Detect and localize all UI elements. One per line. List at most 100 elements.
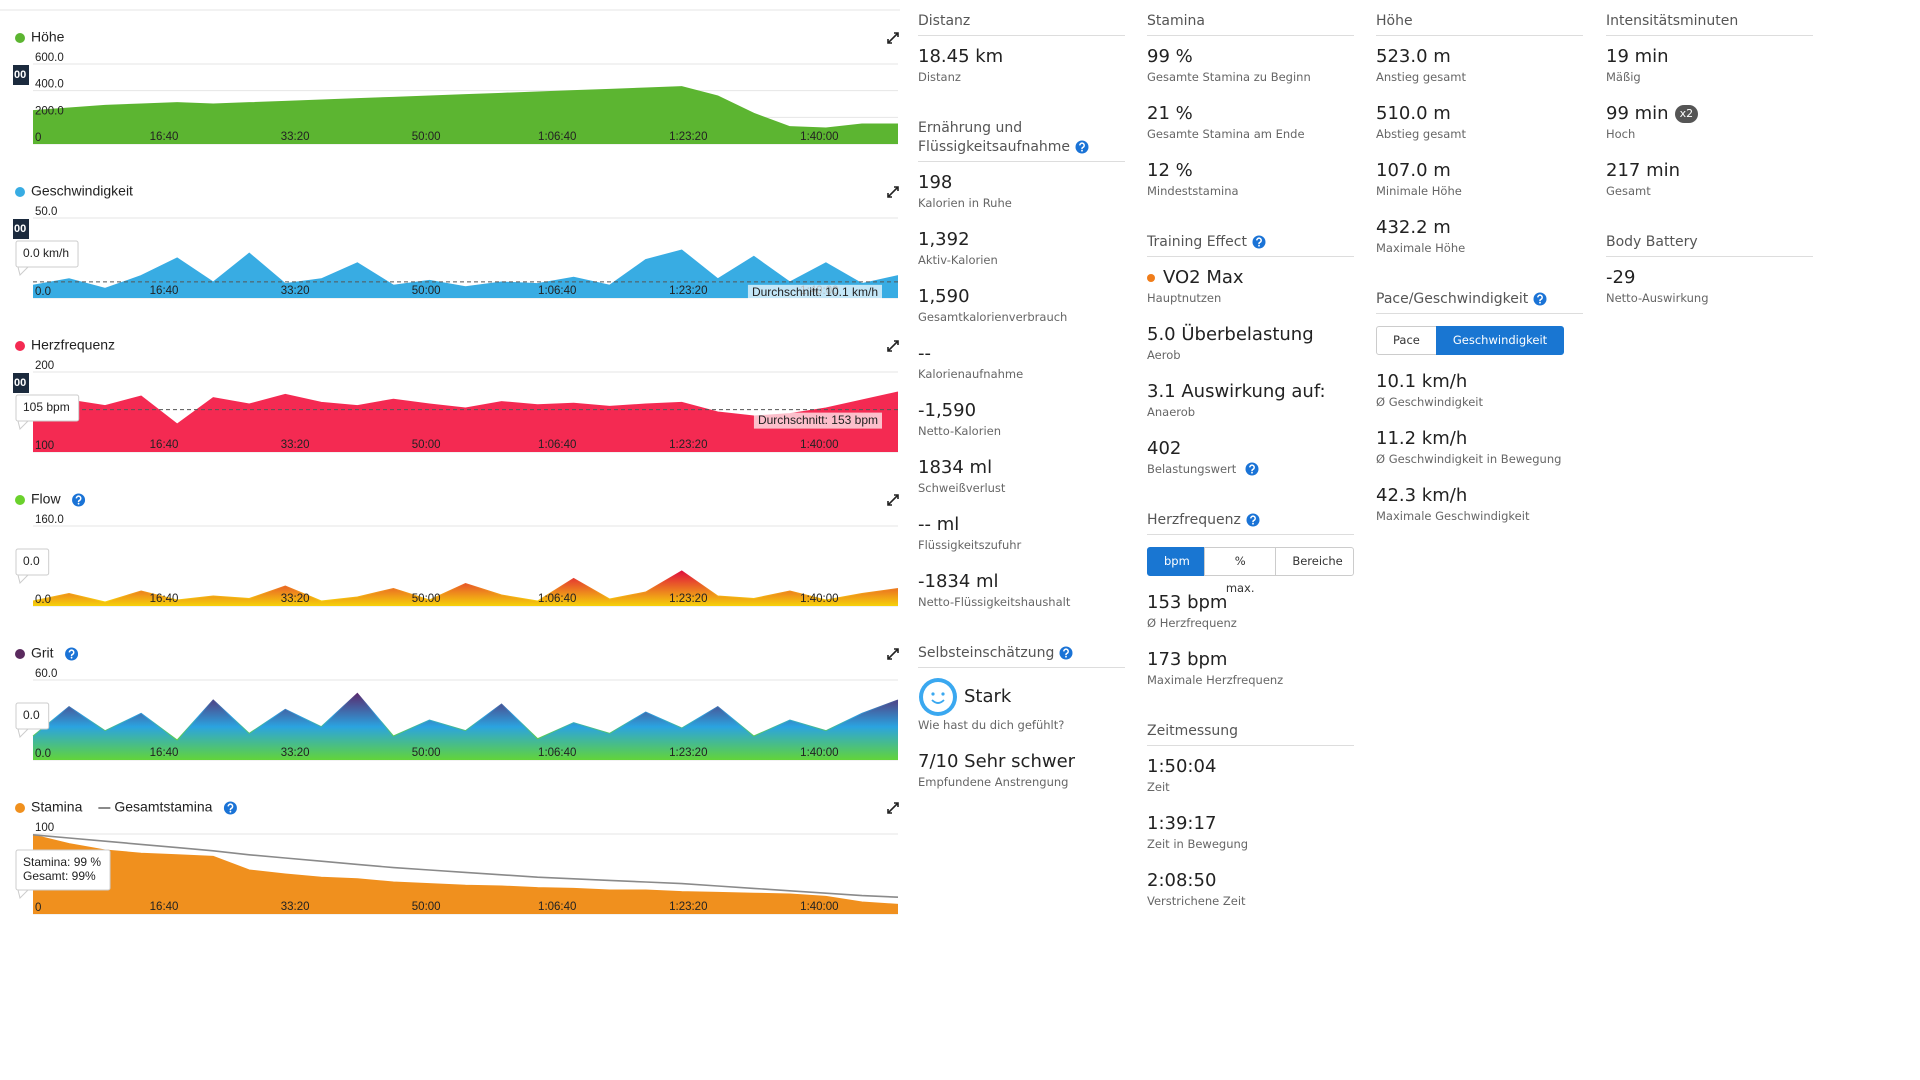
help-icon[interactable] xyxy=(1533,292,1547,306)
x-tick-label: 16:40 xyxy=(150,439,179,451)
value-text: 42.3 km/h xyxy=(1376,485,1468,506)
label-text: Aerob xyxy=(1147,348,1181,362)
value-text: 5.0 Überbelastung xyxy=(1147,324,1314,345)
stats-section: Body Battery -29 Netto-Auswirkung xyxy=(1606,233,1813,306)
expand-icon xyxy=(887,32,899,44)
expand-icon xyxy=(887,186,899,198)
tooltip-pointer xyxy=(17,574,30,584)
x-tick-label: 16:40 xyxy=(150,901,179,913)
stat-label: Empfundene Anstrengung xyxy=(918,774,1125,790)
stat-item: 99 % Gesamte Stamina zu Beginn xyxy=(1147,28,1354,85)
stat-label: Gesamtkalorienverbrauch xyxy=(918,309,1125,325)
stats-section: Distanz 18.45 km Distanz xyxy=(918,12,1125,85)
y-tick-label: 600.0 xyxy=(35,52,64,64)
stat-label: Abstieg gesamt xyxy=(1376,126,1583,142)
value-text: 153 bpm xyxy=(1147,592,1228,613)
legend-label: Grit xyxy=(31,645,54,661)
stat-item: 99 min x2 Hoch xyxy=(1606,85,1813,142)
label-text: Maximale Höhe xyxy=(1376,241,1466,255)
tab[interactable]: Pace xyxy=(1376,326,1437,355)
stat-label: Aktiv-Kalorien xyxy=(918,252,1125,268)
help-icon xyxy=(65,647,79,661)
tooltip-box xyxy=(15,394,80,422)
tab[interactable]: Bereiche xyxy=(1275,547,1354,576)
tooltip-text: 105 bpm xyxy=(23,400,70,414)
tab[interactable]: Geschwindigkeit xyxy=(1435,326,1565,355)
label-text: Zeit xyxy=(1147,780,1170,794)
tooltip-box xyxy=(15,702,50,730)
value-text: 2:08:50 xyxy=(1147,870,1217,891)
label-text: Netto-Kalorien xyxy=(918,424,1001,438)
help-icon xyxy=(1252,235,1266,249)
section-title-text: Selbsteinschätzung xyxy=(918,645,1055,661)
stat-value: 12 % xyxy=(1147,159,1354,183)
tab[interactable]: % max. xyxy=(1204,547,1277,595)
value-text: 19 min xyxy=(1606,46,1669,67)
series-outline xyxy=(32,834,899,905)
y-tick-label: 400.0 xyxy=(35,79,64,91)
stat-value: 432.2 m xyxy=(1376,216,1583,240)
series-outline xyxy=(32,692,899,741)
stat-value: 1:50:04 xyxy=(1147,755,1354,779)
stat-label: Aerob xyxy=(1147,347,1354,363)
tooltip-pointer xyxy=(17,728,30,738)
stat-label: Zeit in Bewegung xyxy=(1147,836,1354,852)
stat-label: Netto-Kalorien xyxy=(918,423,1125,439)
stat-label: Flüssigkeitszufuhr xyxy=(918,537,1125,553)
stat-value: VO2 Max xyxy=(1147,266,1354,290)
section-title: Distanz xyxy=(918,12,1125,36)
legend-label: Geschwindigkeit xyxy=(31,183,133,199)
stat-item: 3.1 Auswirkung auf: Anaerob xyxy=(1147,363,1354,420)
label-text: Mindeststamina xyxy=(1147,184,1239,198)
stat-value: 19 min xyxy=(1606,45,1813,69)
stat-value: 153 bpm xyxy=(1147,591,1354,615)
x-tick-label: 1:06:40 xyxy=(538,747,576,759)
section-title: Intensitätsminuten xyxy=(1606,12,1813,36)
x-tick-label: 33:20 xyxy=(281,747,310,759)
help-dot xyxy=(77,502,80,505)
stat-label: Wie hast du dich gefühlt? xyxy=(918,717,1125,733)
y-tick-label: 100 xyxy=(35,822,54,834)
help-icon xyxy=(1246,513,1260,527)
tab-group: Pace Geschwindigkeit xyxy=(1376,326,1583,355)
label-text: Minimale Höhe xyxy=(1376,184,1462,198)
stat-label: Verstrichene Zeit xyxy=(1147,893,1354,909)
stat-value: 99 min x2 xyxy=(1606,102,1813,126)
stat-value: 1,392 xyxy=(918,228,1125,252)
stat-value: 198 xyxy=(918,171,1125,195)
x-tick-label: 1:06:40 xyxy=(538,131,576,143)
series-outline xyxy=(32,391,899,425)
stat-label: Schweißverlust xyxy=(918,480,1125,496)
average-label: Durchschnitt: 10.1 km/h xyxy=(752,285,878,299)
help-icon[interactable] xyxy=(1246,513,1260,527)
x-tick-label: 50:00 xyxy=(412,285,441,297)
stat-value: 510.0 m xyxy=(1376,102,1583,126)
help-circle xyxy=(1533,292,1547,306)
x-tick-label: 1:40:00 xyxy=(800,439,838,451)
value-text: 99 min xyxy=(1606,103,1669,124)
stat-label: Ø Geschwindigkeit xyxy=(1376,394,1583,410)
help-icon[interactable] xyxy=(1245,462,1259,476)
help-circle xyxy=(1245,462,1259,476)
stat-item: 7/10 Sehr schwer Empfundene Anstrengung xyxy=(918,733,1125,790)
tooltip-pointer xyxy=(17,420,30,430)
label-text: Anstieg gesamt xyxy=(1376,70,1467,84)
help-icon[interactable] xyxy=(1075,140,1089,154)
value-text: 1834 ml xyxy=(918,457,993,478)
label-text: Aktiv-Kalorien xyxy=(918,253,998,267)
x-tick-label: 16:40 xyxy=(150,131,179,143)
help-glyph xyxy=(1249,464,1256,472)
x-tick-label: 1:40:00 xyxy=(800,901,838,913)
x-tick-label: 33:20 xyxy=(281,439,310,451)
stats-column: Höhe 523.0 m Anstieg gesamt 510.0 m Abstieg … xyxy=(1376,12,1583,524)
smiley-eye xyxy=(931,692,935,696)
tooltip-text: Stamina: 99 % xyxy=(23,855,101,869)
tab[interactable]: bpm xyxy=(1147,547,1205,576)
help-icon[interactable] xyxy=(1059,646,1073,660)
label-text: Kalorien in Ruhe xyxy=(918,196,1012,210)
stat-value: 523.0 m xyxy=(1376,45,1583,69)
label-text: Anaerob xyxy=(1147,405,1196,419)
section-title-text: Training Effect xyxy=(1147,234,1247,250)
help-icon[interactable] xyxy=(1252,235,1266,249)
